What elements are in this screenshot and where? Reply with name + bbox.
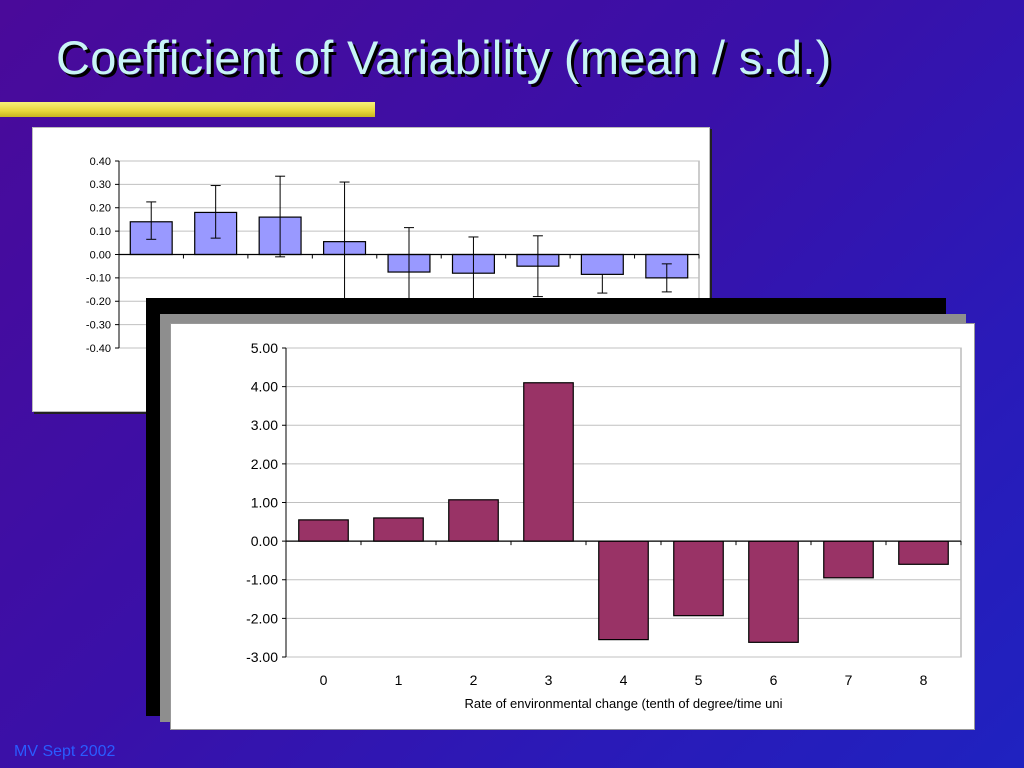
bar [523, 382, 574, 542]
x-tick-label: 4 [620, 672, 628, 688]
y-tick-label: 3.00 [251, 417, 278, 433]
title-accent-bar [0, 102, 375, 117]
bar [373, 517, 424, 542]
bar-chart-panel: 5.00 4.00 3.00 2.00 1.00 0.00 -1.00 -2.00 -3.00 0… [170, 323, 975, 730]
y-tick-label: -0.20 [86, 296, 111, 308]
x-tick-label: 1 [395, 672, 403, 688]
y-tick-label: -0.10 [86, 273, 111, 285]
y-tick-label: 1.00 [251, 494, 278, 510]
x-tick-label: 2 [470, 672, 478, 688]
y-tick-label: 4.00 [251, 379, 278, 395]
bar [673, 540, 724, 617]
bar [598, 540, 649, 641]
x-tick-label: 0 [320, 672, 328, 688]
slide-title: Coefficient of Variability (mean / s.d.) [56, 31, 832, 84]
y-tick-label: -2.00 [246, 610, 278, 626]
y-tick-label: -0.30 [86, 319, 111, 331]
y-tick-label: -0.40 [86, 343, 111, 355]
y-tick-label: 0.40 [90, 156, 111, 168]
y-tick-label: 0.00 [90, 249, 111, 261]
bar [748, 540, 799, 643]
y-tick-label: 2.00 [251, 456, 278, 472]
bar [898, 540, 949, 565]
x-axis-title: Rate of environmental change (tenth of d… [465, 696, 783, 711]
bar [298, 519, 349, 542]
y-tick-label: 5.00 [251, 340, 278, 356]
x-tick-label: 5 [695, 672, 703, 688]
y-tick-label: 0.00 [251, 533, 278, 549]
y-tick-label: 0.30 [90, 179, 111, 191]
y-tick-label: 0.20 [90, 203, 111, 215]
error-bar-chart: 0.40 0.30 0.20 0.10 0.00 -0.10 -0.20 -0.30 -0.40 [86, 156, 700, 355]
y-tick-label: 0.10 [90, 226, 111, 238]
variability-bar-chart: 5.00 4.00 3.00 2.00 1.00 0.00 -1.00 -2.00 -3.00 0… [246, 340, 962, 711]
footer-text: MV Sept 2002 [14, 743, 116, 760]
x-tick-label: 3 [545, 672, 553, 688]
x-tick-label: 8 [920, 672, 928, 688]
y-tick-label: -3.00 [246, 649, 278, 665]
bar [580, 253, 624, 275]
bar [448, 499, 499, 542]
x-tick-label: 6 [770, 672, 778, 688]
x-tick-label: 7 [845, 672, 853, 688]
y-tick-label: -1.00 [246, 572, 278, 588]
bar [823, 540, 874, 579]
